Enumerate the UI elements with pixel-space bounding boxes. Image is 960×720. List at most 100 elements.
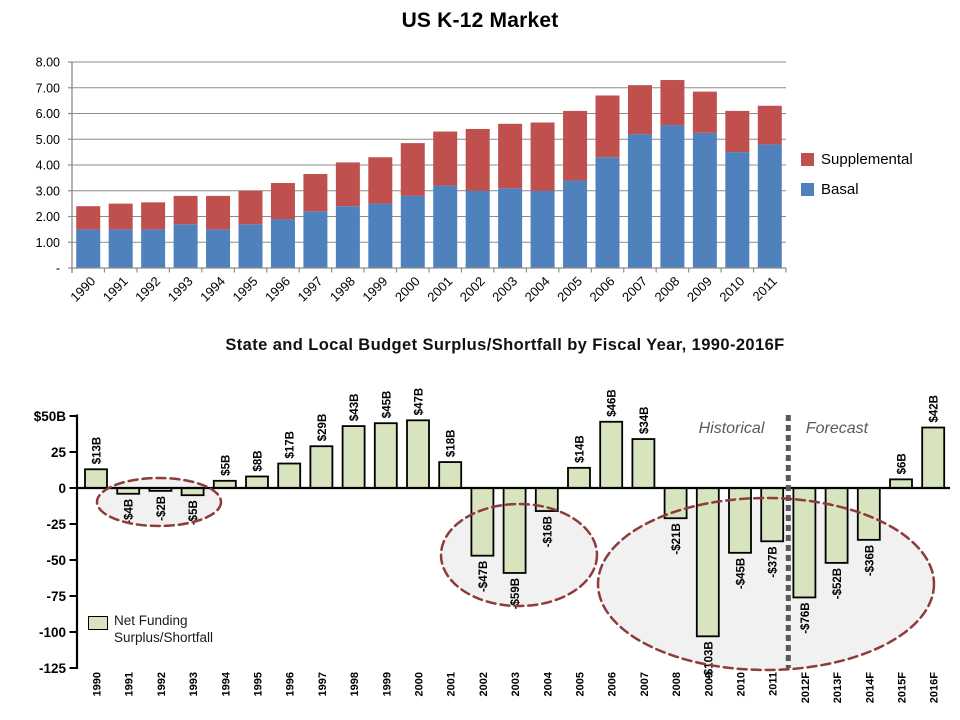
basal-bar-1996 <box>270 219 295 268</box>
svg-text:2008: 2008 <box>651 274 682 305</box>
basal-bar-2002 <box>465 190 490 268</box>
supplemental-bar-2011 <box>757 105 782 145</box>
supplemental-bar-2005 <box>563 110 588 181</box>
legend-item-supplemental: Supplemental <box>801 151 913 168</box>
budget-bar-2002 <box>470 487 495 557</box>
svg-text:1991: 1991 <box>124 672 136 696</box>
budget-bar-2000 <box>406 419 430 489</box>
svg-text:$6B: $6B <box>897 453 909 474</box>
basal-bar-2000 <box>400 195 425 268</box>
supplemental-bar-2006 <box>595 95 620 158</box>
svg-text:2000: 2000 <box>392 274 423 305</box>
basal-bar-1990 <box>76 229 101 268</box>
budget-bar-2006 <box>599 420 624 489</box>
basal-bar-2009 <box>692 132 717 268</box>
svg-text:$14B: $14B <box>575 435 587 463</box>
svg-text:1990: 1990 <box>67 274 98 305</box>
svg-text:2003: 2003 <box>489 274 520 305</box>
svg-text:$34B: $34B <box>639 407 651 435</box>
budget-bar-2013F <box>824 487 849 564</box>
svg-text:2.00: 2.00 <box>36 210 60 224</box>
forecast-label: Forecast <box>805 420 869 437</box>
svg-text:-25: -25 <box>46 517 66 532</box>
svg-text:1999: 1999 <box>359 274 390 305</box>
supplemental-bar-1993 <box>173 195 198 225</box>
circled-group-outline-2 <box>596 496 936 672</box>
circled-group-fill-2 <box>598 498 934 670</box>
svg-text:2014F: 2014F <box>864 672 876 703</box>
svg-text:$46B: $46B <box>607 389 619 417</box>
budget-bar-labels: $13B -$4B -$2B -$5B $5B $8B $17B $29B $43B $45B $4… <box>92 388 941 679</box>
budget-bar-1990 <box>84 468 108 489</box>
svg-text:1992: 1992 <box>132 274 163 305</box>
svg-text:2005: 2005 <box>575 672 587 696</box>
basal-bar-1994 <box>206 229 231 268</box>
supplemental-bar-2000 <box>400 143 425 196</box>
supplemental-swatch <box>801 153 814 166</box>
svg-text:2007: 2007 <box>619 274 650 305</box>
svg-text:1996: 1996 <box>262 274 293 305</box>
svg-text:-125: -125 <box>39 661 67 676</box>
svg-text:$8B: $8B <box>253 450 265 471</box>
basal-bar-1992 <box>141 229 166 268</box>
k12-axes <box>68 61 787 273</box>
basal-bar-1995 <box>238 224 263 268</box>
budget-bar-2009 <box>695 487 720 638</box>
svg-text:-$37B: -$37B <box>768 546 780 577</box>
svg-text:$45B: $45B <box>381 391 393 419</box>
svg-text:2002: 2002 <box>478 672 490 696</box>
basal-bar-2011 <box>757 144 782 268</box>
svg-text:-: - <box>56 262 60 276</box>
svg-text:2005: 2005 <box>554 274 585 305</box>
svg-text:2010: 2010 <box>736 672 748 696</box>
svg-text:2001: 2001 <box>446 672 458 696</box>
supplemental-bar-2008 <box>660 80 685 126</box>
svg-text:2008: 2008 <box>671 672 683 696</box>
supplemental-bar-1998 <box>335 162 360 207</box>
legend-label-supplemental: Supplemental <box>821 151 913 168</box>
svg-text:$43B: $43B <box>349 394 361 422</box>
budget-bar-1996 <box>277 462 302 489</box>
historical-label: Historical <box>698 420 765 437</box>
k12-legend: Supplemental Basal <box>801 151 913 211</box>
svg-text:2016F: 2016F <box>929 672 941 703</box>
svg-text:$17B: $17B <box>285 431 297 459</box>
svg-text:-75: -75 <box>46 589 66 604</box>
svg-text:-$36B: -$36B <box>864 545 876 576</box>
svg-text:2011: 2011 <box>750 274 780 304</box>
svg-text:-$4B: -$4B <box>124 499 136 524</box>
budget-bar-2012F <box>792 487 817 599</box>
budget-chart-title: State and Local Budget Surplus/Shortfall… <box>225 336 785 354</box>
svg-text:2013F: 2013F <box>832 672 844 703</box>
svg-text:-$52B: -$52B <box>832 568 844 599</box>
svg-text:2011: 2011 <box>768 672 780 696</box>
basal-bar-2008 <box>660 125 685 269</box>
budget-x-labels: 1990 1991 1992 1993 1994 1995 1996 1997 1998 1999… <box>92 671 941 703</box>
svg-text:-$21B: -$21B <box>671 523 683 554</box>
basal-bar-2001 <box>433 185 458 268</box>
svg-text:2001: 2001 <box>424 274 455 305</box>
basal-bar-1997 <box>303 211 328 268</box>
svg-text:1999: 1999 <box>381 672 393 696</box>
svg-text:1996: 1996 <box>285 672 297 696</box>
svg-text:$29B: $29B <box>317 414 329 442</box>
basal-bar-2003 <box>498 188 523 268</box>
budget-bar-1999 <box>373 422 398 489</box>
svg-text:1998: 1998 <box>327 274 358 305</box>
svg-text:1994: 1994 <box>220 671 232 696</box>
svg-text:1993: 1993 <box>165 274 196 305</box>
basal-bar-2006 <box>595 157 620 268</box>
supplemental-bar-2002 <box>465 128 490 191</box>
svg-text:3.00: 3.00 <box>36 184 60 198</box>
svg-text:2002: 2002 <box>457 274 488 305</box>
basal-bar-2010 <box>725 152 750 268</box>
legend-item-basal: Basal <box>801 181 913 198</box>
svg-text:5.00: 5.00 <box>36 133 60 147</box>
svg-text:2010: 2010 <box>716 274 747 305</box>
supplemental-bar-2009 <box>692 91 717 133</box>
basal-bar-2005 <box>563 180 588 268</box>
budget-bar-chart: $13B -$4B -$2B -$5B $5B $8B $17B $29B $43B $45B $4… <box>34 388 950 703</box>
budget-bar-2005 <box>567 466 591 489</box>
svg-text:$50B: $50B <box>34 409 67 424</box>
supplemental-bar-1999 <box>368 157 393 204</box>
